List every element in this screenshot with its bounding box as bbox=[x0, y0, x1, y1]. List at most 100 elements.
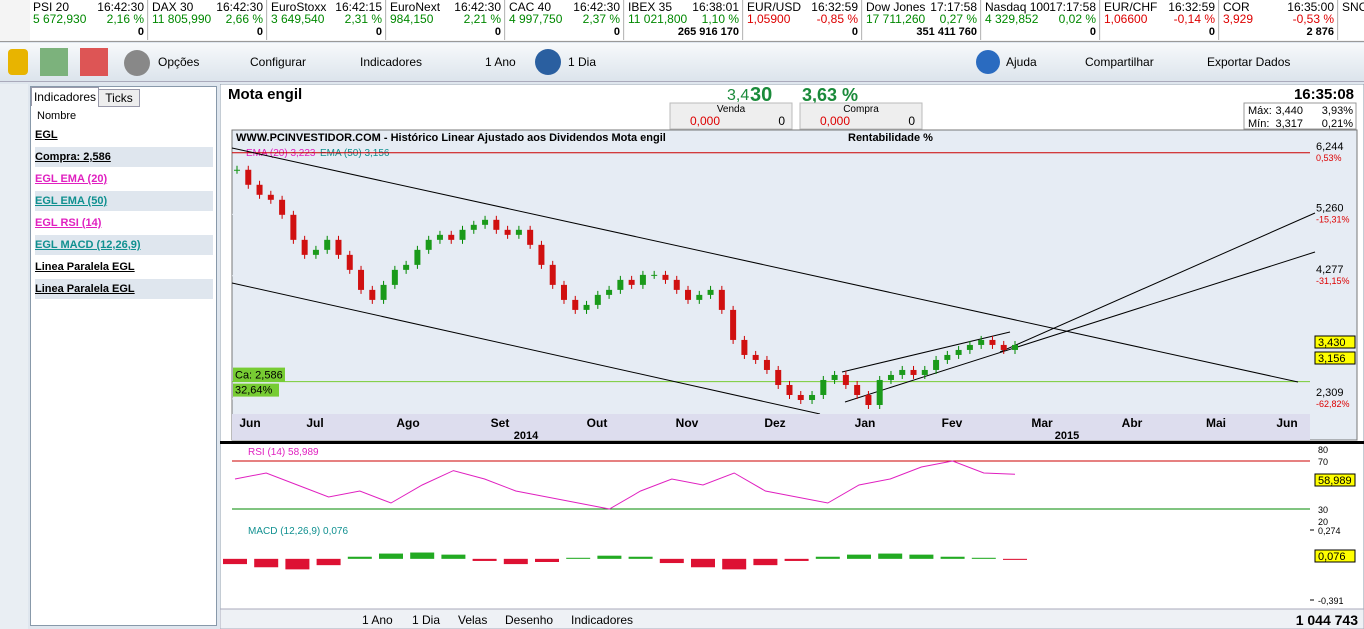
ticker-value: 11 805,990 bbox=[152, 12, 212, 26]
price-small: 3,4 bbox=[727, 87, 749, 104]
indicator-item[interactable]: EGL EMA (20) bbox=[35, 169, 213, 189]
candle bbox=[572, 299, 579, 310]
buy-price: 0,000 bbox=[820, 114, 850, 128]
side-panel: Indicadores Ticks Nombre EGL Compra: 2,58… bbox=[30, 86, 217, 626]
indicator-item[interactable]: EGL EMA (50) bbox=[35, 191, 213, 211]
trend-line bbox=[231, 147, 1299, 383]
candle bbox=[763, 359, 770, 370]
macd-bar bbox=[223, 558, 247, 565]
status-interval[interactable]: 1 Dia bbox=[412, 613, 440, 627]
rsi-line bbox=[234, 460, 1016, 510]
candle bbox=[730, 309, 737, 340]
macd-bar bbox=[347, 556, 372, 559]
buy-qty: 0 bbox=[908, 114, 915, 128]
macd-bar bbox=[316, 558, 341, 566]
candle bbox=[651, 274, 658, 276]
help-button[interactable]: Ajuda bbox=[1006, 55, 1037, 69]
candle bbox=[944, 354, 951, 360]
candle bbox=[978, 339, 985, 345]
status-indicators[interactable]: Indicadores bbox=[571, 613, 633, 627]
ticker-cell: DAX 30 16:42:30 11 805,990 2,66 % 0 bbox=[149, 0, 267, 40]
configure-button[interactable]: Configurar bbox=[250, 55, 307, 69]
candle bbox=[403, 264, 410, 270]
rsi-tick-label: 70 bbox=[1318, 457, 1328, 467]
share-button[interactable]: Compartilhar bbox=[1085, 55, 1154, 69]
tab[interactable]: Ticks bbox=[98, 89, 140, 107]
options-button[interactable]: Opções bbox=[158, 55, 200, 69]
candle bbox=[696, 294, 703, 300]
candle bbox=[335, 239, 342, 255]
period-button[interactable]: 1 Ano bbox=[485, 55, 516, 69]
icon[interactable] bbox=[40, 48, 68, 76]
status-drawing[interactable]: Desenho bbox=[505, 613, 553, 627]
candle bbox=[290, 214, 297, 240]
sell-qty: 0 bbox=[778, 114, 785, 128]
macd-bar bbox=[441, 554, 466, 559]
macd-bar bbox=[722, 558, 747, 570]
candle bbox=[324, 239, 331, 250]
macd-bar bbox=[784, 558, 809, 561]
ticker-cell: Nasdaq 100 17:17:58 4 329,852 0,02 % 0 bbox=[982, 0, 1100, 40]
candle bbox=[685, 289, 692, 300]
ticker-change: -0,14 % bbox=[1173, 12, 1215, 26]
candle bbox=[876, 379, 883, 405]
x-axis-bg bbox=[232, 414, 1310, 440]
candle bbox=[482, 219, 489, 225]
candle bbox=[933, 359, 940, 370]
indicator-item[interactable]: Linea Paralela EGL bbox=[35, 257, 213, 277]
macd-bar bbox=[815, 556, 840, 559]
ticker-value: 1,05900 bbox=[747, 12, 791, 26]
indicator-item[interactable]: Compra: 2,586 bbox=[35, 147, 213, 167]
x-tick-label: Jul bbox=[306, 416, 323, 430]
macd-bar bbox=[379, 553, 403, 559]
candle bbox=[966, 344, 973, 350]
lock-icon[interactable] bbox=[8, 49, 28, 75]
x-tick-label: Mar bbox=[1031, 416, 1053, 430]
buy-label: Compra bbox=[843, 104, 879, 115]
indicator-item[interactable]: EGL RSI (14) bbox=[35, 213, 213, 233]
ticker-name: Nasdaq 100 bbox=[985, 0, 1050, 14]
rsi-tag bbox=[1314, 473, 1356, 487]
indicator-item[interactable]: EGL bbox=[35, 125, 213, 145]
export-button[interactable]: Exportar Dados bbox=[1207, 55, 1291, 69]
ca-pct: 32,64% bbox=[235, 385, 273, 397]
help-icon[interactable] bbox=[976, 50, 1000, 74]
ticker-change: 2,16 % bbox=[106, 12, 144, 26]
status-period[interactable]: 1 Ano bbox=[362, 613, 393, 627]
x-tick-label: Jan bbox=[855, 416, 876, 430]
sell-label: Venda bbox=[717, 104, 746, 115]
ticker-time: 16:32:59 bbox=[1168, 0, 1215, 14]
indicator-item[interactable]: EGL MACD (12,26,9) bbox=[35, 235, 213, 255]
candle bbox=[538, 244, 545, 265]
ticker-name: EUR/CHF bbox=[1104, 0, 1158, 14]
candle bbox=[1012, 344, 1018, 350]
min-label: Mín: bbox=[1248, 118, 1269, 130]
pct-label: -62,82% bbox=[1316, 399, 1350, 409]
ticker-cell: IBEX 35 16:38:01 11 021,800 1,10 % 265 916 1… bbox=[625, 0, 743, 40]
ticker-time: 16:42:15 bbox=[335, 0, 382, 14]
ticker-time: 16:38:01 bbox=[692, 0, 739, 14]
quote-time: 16:35:08 bbox=[1294, 86, 1354, 103]
last-tag bbox=[1314, 335, 1356, 349]
ticker-name: EuroNext bbox=[390, 0, 441, 14]
candle bbox=[515, 229, 522, 235]
ticker-change: 2,21 % bbox=[463, 12, 501, 26]
ticker-change: 2,31 % bbox=[344, 12, 382, 26]
candle bbox=[279, 199, 286, 215]
icon[interactable] bbox=[80, 48, 108, 76]
status-style[interactable]: Velas bbox=[458, 613, 487, 627]
gear-icon[interactable] bbox=[124, 50, 150, 76]
candle bbox=[899, 369, 906, 375]
ticker-name: EuroStoxx bbox=[271, 0, 327, 14]
chart-header: WWW.PCINVESTIDOR.COM - Histórico Linear … bbox=[236, 132, 666, 144]
ticker-change: -0,85 % bbox=[816, 12, 858, 26]
y-tick-label: 6,244 bbox=[1316, 141, 1344, 153]
macd-label: MACD (12,26,9) 0,076 bbox=[248, 526, 348, 537]
ticker-name: IBEX 35 bbox=[628, 0, 673, 14]
x-tick-label: Jun bbox=[1276, 416, 1297, 430]
indicator-item[interactable]: Linea Paralela EGL bbox=[35, 279, 213, 299]
interval-button[interactable]: 1 Dia bbox=[568, 55, 597, 69]
indicators-button[interactable]: Indicadores bbox=[360, 55, 423, 69]
clock-icon[interactable] bbox=[535, 49, 561, 75]
tab[interactable]: Indicadores bbox=[31, 87, 99, 106]
